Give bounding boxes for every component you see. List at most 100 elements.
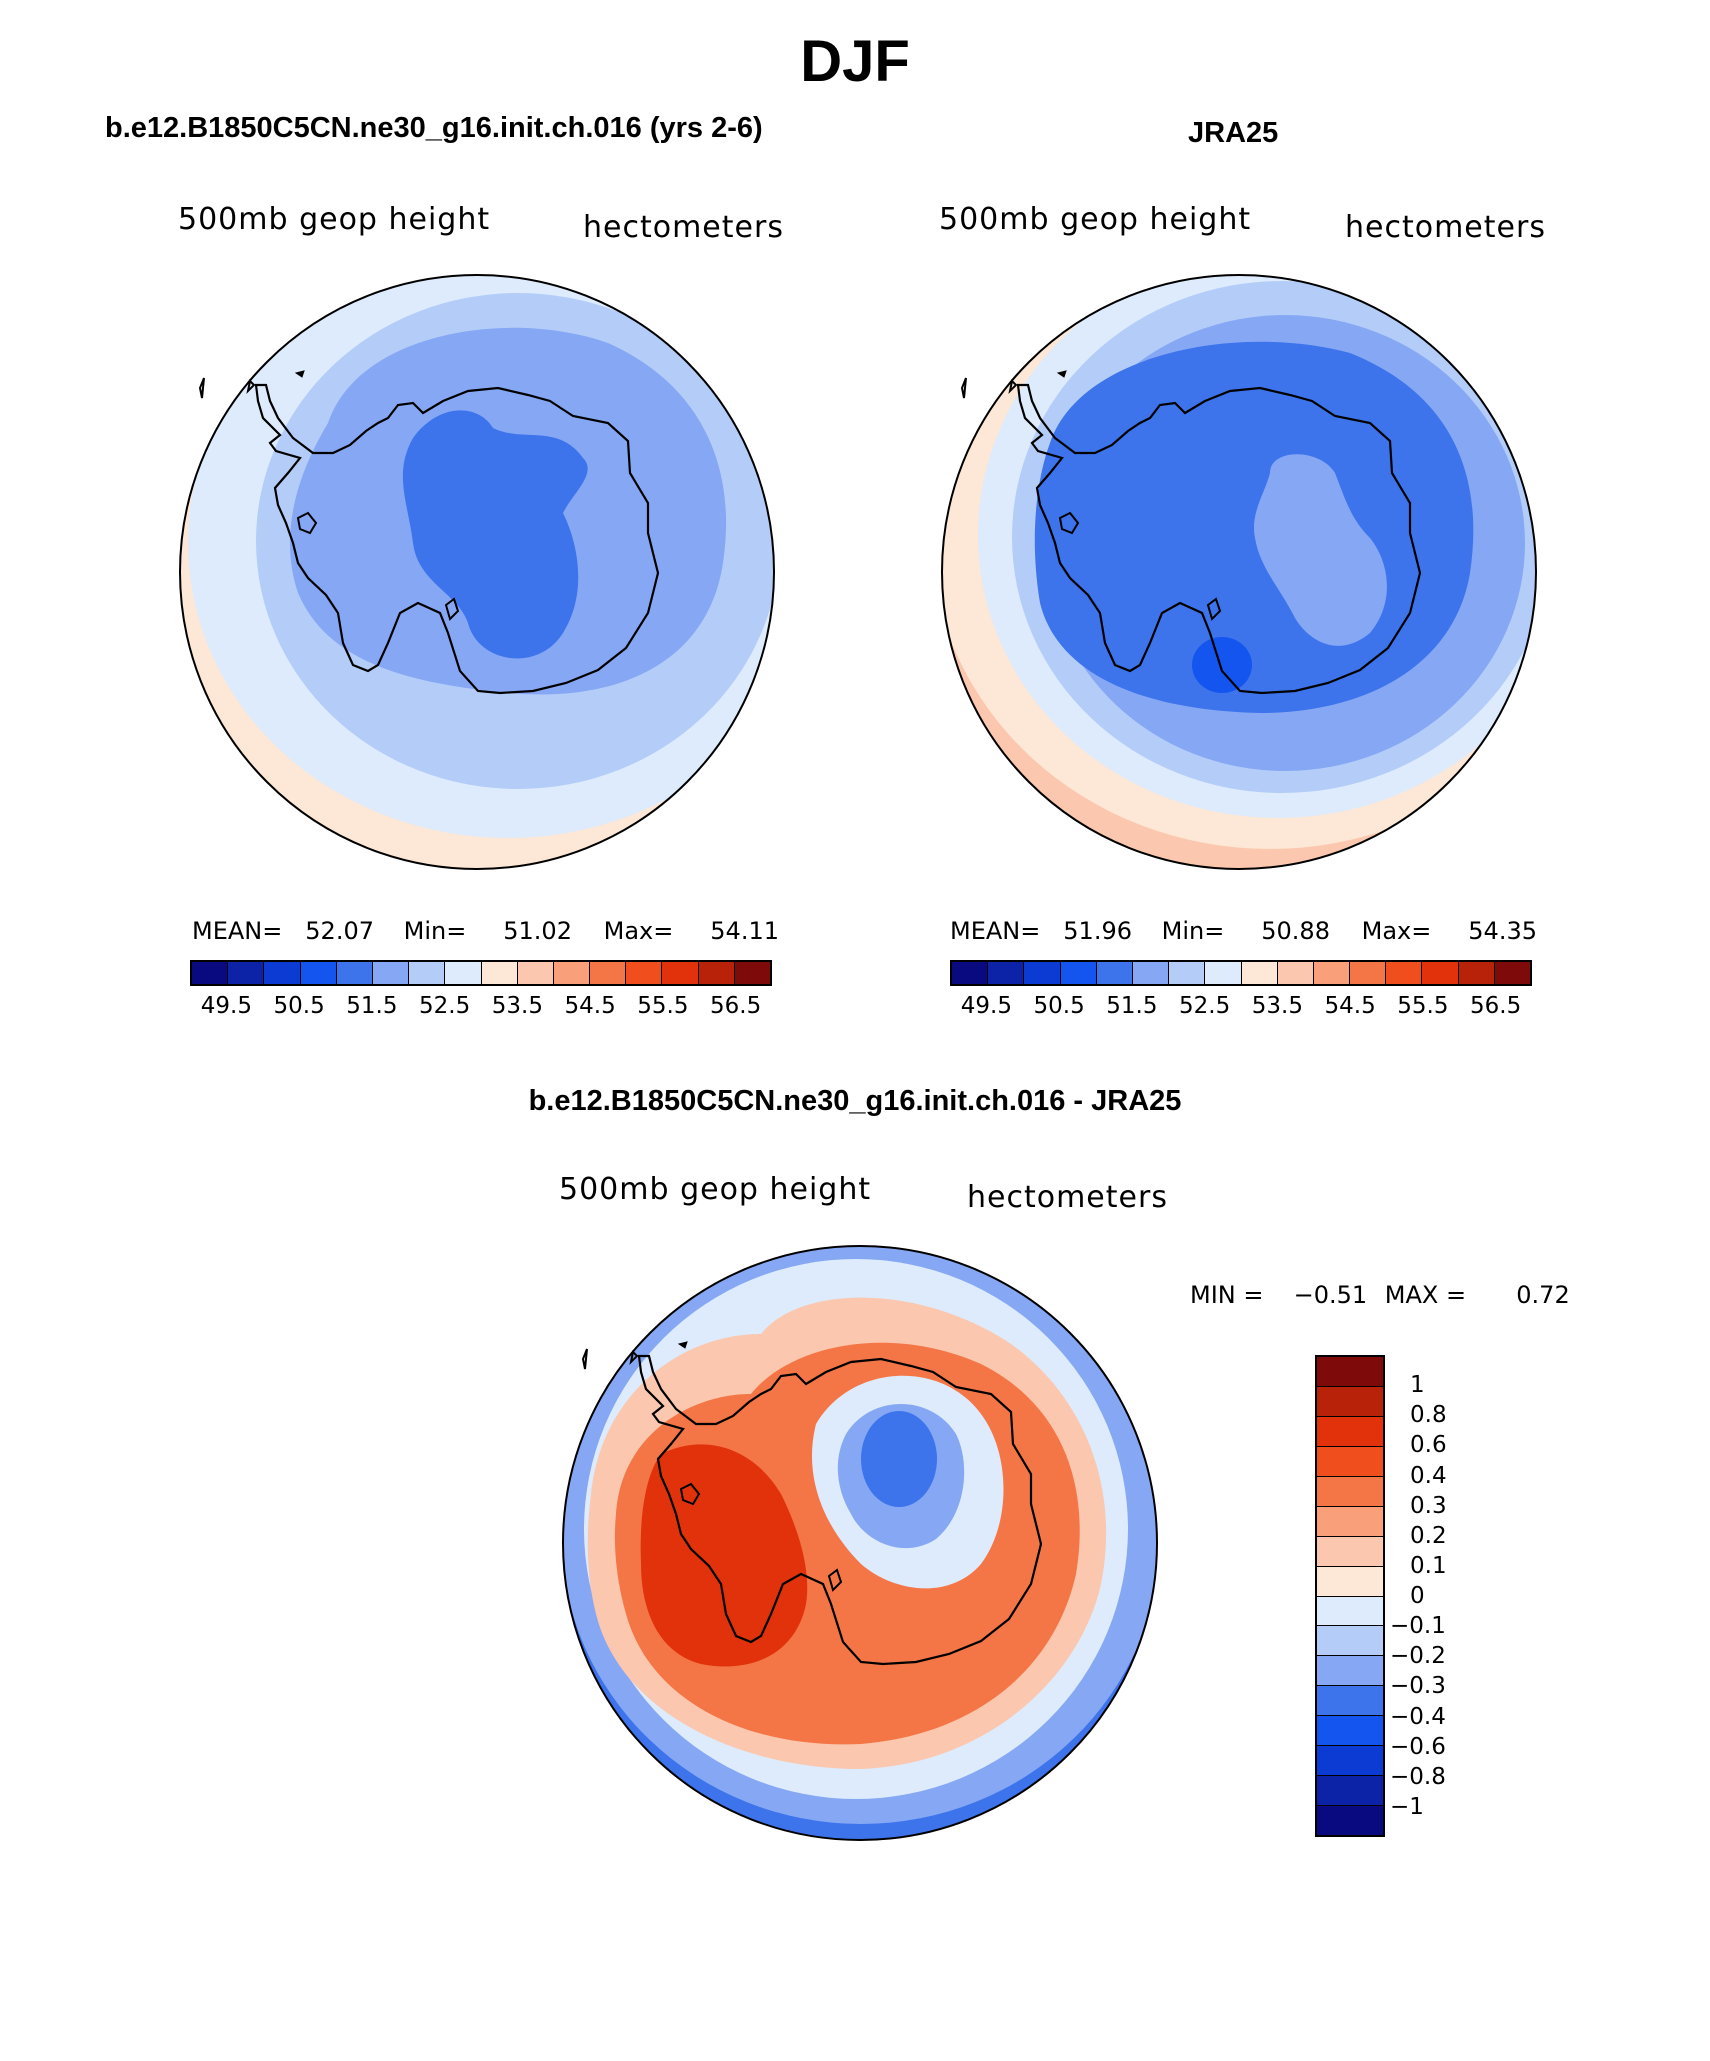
colorbar-swatch bbox=[1317, 1656, 1383, 1687]
model-min-label: Min= bbox=[403, 917, 467, 945]
colorbar-swatch bbox=[1317, 1716, 1383, 1747]
obs-mean-value: 51.96 bbox=[1063, 917, 1132, 945]
model-fill-band-4 bbox=[402, 410, 588, 659]
colorbar-swatch bbox=[1096, 962, 1133, 984]
colorbar-tick-label: 54.5 bbox=[1324, 993, 1376, 1019]
colorbar-tick-label: 50.5 bbox=[1033, 993, 1085, 1019]
obs-max-label: Max= bbox=[1361, 917, 1432, 945]
colorbar-swatch bbox=[1277, 962, 1314, 984]
colorbar-swatch bbox=[1241, 962, 1278, 984]
colorbar-tick-label: 0.8 bbox=[1410, 1402, 1447, 1429]
colorbar-swatch bbox=[1313, 962, 1351, 984]
colorbar-swatch bbox=[1317, 1596, 1383, 1627]
colorbar-tick-label: 0.1 bbox=[1410, 1552, 1447, 1579]
obs-stats: MEAN= 51.96 Min= 50.88 Max= 54.35 bbox=[950, 917, 1537, 945]
colorbar-tick-label: 50.5 bbox=[273, 993, 325, 1019]
diff-panel-title: b.e12.B1850C5CN.ne30_g16.init.ch.016 - J… bbox=[528, 1085, 1182, 1117]
colorbar-tick-label: 55.5 bbox=[1397, 993, 1449, 1019]
colorbar-tick-label: 0.2 bbox=[1410, 1522, 1447, 1549]
colorbar-tick-label: −0.8 bbox=[1390, 1763, 1446, 1790]
colorbar-tick-label: 0 bbox=[1410, 1583, 1425, 1609]
colorbar-swatch bbox=[553, 962, 591, 984]
colorbar-swatch bbox=[698, 962, 735, 984]
diff-max-value: 0.72 bbox=[1516, 1281, 1570, 1309]
diff-min-label: MIN = bbox=[1190, 1281, 1264, 1309]
colorbar-tick-label: 56.5 bbox=[710, 993, 762, 1019]
model-mean-value: 52.07 bbox=[305, 917, 374, 945]
colorbar-swatch bbox=[1169, 962, 1206, 984]
colorbar-tick-label: 0.6 bbox=[1410, 1432, 1447, 1459]
colorbar-tick-label: 52.5 bbox=[1179, 993, 1231, 1019]
diff-variable-label: 500mb geop height bbox=[559, 1172, 872, 1207]
colorbar-swatch bbox=[1422, 962, 1459, 984]
colorbar-swatch bbox=[1494, 962, 1530, 984]
colorbar-swatch bbox=[734, 962, 770, 984]
colorbar-tick-label: 49.5 bbox=[960, 993, 1012, 1019]
colorbar-swatch bbox=[1317, 1536, 1383, 1567]
model-mean-label: MEAN= bbox=[192, 917, 283, 945]
colorbar-swatch bbox=[1205, 962, 1242, 984]
colorbar-swatch bbox=[1317, 1446, 1383, 1477]
obs-antarctica-coastline bbox=[960, 370, 1422, 695]
colorbar-swatch bbox=[662, 962, 699, 984]
obs-colorbar-swatches bbox=[950, 960, 1532, 986]
colorbar-tick-label: −0.1 bbox=[1390, 1613, 1446, 1640]
colorbar-swatch bbox=[1317, 1806, 1383, 1835]
colorbar-tick-label: 54.5 bbox=[564, 993, 616, 1019]
model-units-label: hectometers bbox=[583, 210, 784, 245]
colorbar-swatch bbox=[445, 962, 482, 984]
colorbar-swatch bbox=[409, 962, 446, 984]
model-max-value: 54.11 bbox=[710, 917, 779, 945]
colorbar-swatch bbox=[1317, 1626, 1383, 1657]
model-panel-title: b.e12.B1850C5CN.ne30_g16.init.ch.016 (yr… bbox=[105, 112, 763, 144]
diff-colorbar bbox=[1315, 1355, 1385, 1837]
obs-fill-band-7 bbox=[1192, 637, 1252, 693]
obs-polar-map bbox=[941, 274, 1537, 870]
colorbar-swatch bbox=[1317, 1476, 1383, 1507]
obs-fill-band-6 bbox=[1253, 454, 1387, 646]
colorbar-tick-label: 51.5 bbox=[1106, 993, 1158, 1019]
colorbar-swatch bbox=[952, 962, 989, 984]
model-stats: MEAN= 52.07 Min= 51.02 Max= 54.11 bbox=[192, 917, 779, 945]
diff-colorbar-ticks: 1 0.8 0.6 0.4 0.3 0.2 0.1 0 −0.1 −0.2 −0.3 −0.4 −0.6… bbox=[1390, 1355, 1510, 1837]
season-title: DJF bbox=[800, 29, 910, 94]
obs-variable-label: 500mb geop height bbox=[939, 202, 1252, 237]
colorbar-tick-label: 49.5 bbox=[200, 993, 252, 1019]
obs-colorbar-ticks: 49.5 50.5 51.5 52.5 53.5 54.5 55.5 56.5 bbox=[950, 993, 1532, 1023]
colorbar-swatch bbox=[1317, 1416, 1383, 1447]
colorbar-tick-label: 0.3 bbox=[1410, 1492, 1447, 1519]
colorbar-swatch bbox=[1386, 962, 1423, 984]
diff-stats: MIN = −0.51 MAX = 0.72 bbox=[1190, 1281, 1570, 1309]
colorbar-swatch bbox=[1317, 1566, 1383, 1597]
colorbar-swatch bbox=[481, 962, 518, 984]
colorbar-swatch bbox=[1317, 1506, 1383, 1537]
colorbar-swatch bbox=[1350, 962, 1387, 984]
model-antarctica-coastline bbox=[198, 370, 660, 695]
obs-max-value: 54.35 bbox=[1468, 917, 1537, 945]
colorbar-swatch bbox=[1317, 1386, 1383, 1417]
diff-antarctica-coastline bbox=[581, 1341, 1043, 1666]
colorbar-swatch bbox=[336, 962, 373, 984]
colorbar-tick-label: 53.5 bbox=[491, 993, 543, 1019]
colorbar-swatch bbox=[228, 962, 265, 984]
diff-units-label: hectometers bbox=[967, 1180, 1168, 1215]
colorbar-swatch bbox=[1458, 962, 1495, 984]
colorbar-tick-label: 53.5 bbox=[1251, 993, 1303, 1019]
colorbar-swatch bbox=[1317, 1746, 1383, 1777]
colorbar-tick-label: 55.5 bbox=[637, 993, 689, 1019]
obs-mean-label: MEAN= bbox=[950, 917, 1041, 945]
diff-min-value: −0.51 bbox=[1293, 1281, 1368, 1309]
colorbar-swatch bbox=[1317, 1776, 1383, 1807]
colorbar-swatch bbox=[192, 962, 229, 984]
model-min-value: 51.02 bbox=[503, 917, 572, 945]
colorbar-swatch bbox=[1317, 1686, 1383, 1717]
model-polar-map bbox=[179, 274, 775, 870]
colorbar-swatch bbox=[590, 962, 627, 984]
model-colorbar: 49.5 50.5 51.5 52.5 53.5 54.5 55.5 56.5 bbox=[190, 960, 772, 1023]
colorbar-tick-label: 51.5 bbox=[346, 993, 398, 1019]
colorbar-tick-label: 52.5 bbox=[419, 993, 471, 1019]
obs-min-label: Min= bbox=[1161, 917, 1225, 945]
colorbar-swatch bbox=[1132, 962, 1170, 984]
colorbar-tick-label: 56.5 bbox=[1470, 993, 1522, 1019]
obs-min-value: 50.88 bbox=[1261, 917, 1330, 945]
